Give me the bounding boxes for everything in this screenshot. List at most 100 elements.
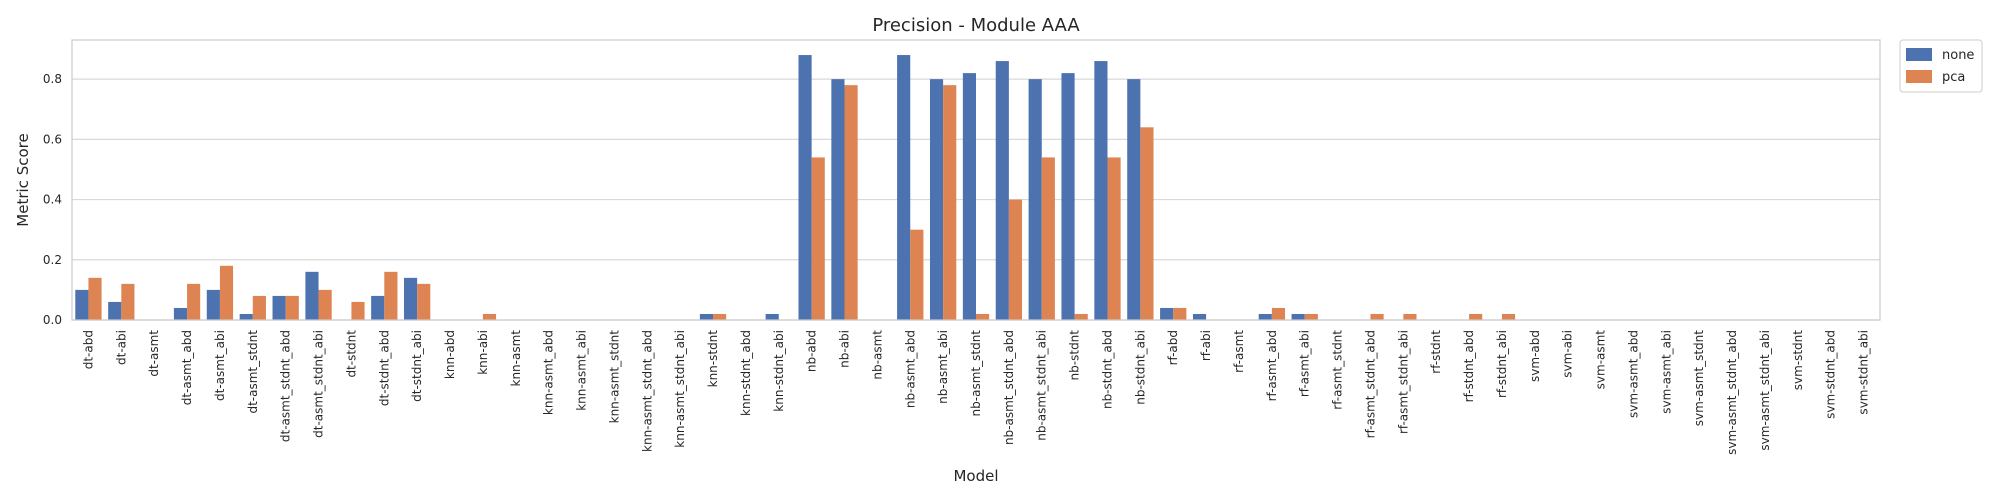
bar-none xyxy=(1061,73,1075,320)
y-axis-title: Metric Score xyxy=(14,133,32,226)
bar-pca xyxy=(384,271,398,320)
bar-pca xyxy=(1107,157,1121,320)
bar-pca xyxy=(976,313,990,320)
x-tick-label: rf-abd xyxy=(1166,330,1180,365)
x-tick-label: nb-asmt_stdnt_abi xyxy=(1035,330,1049,441)
y-tick-label: 0.6 xyxy=(43,132,62,146)
x-tick-label: dt-asmt_stdnt_abi xyxy=(312,330,326,438)
x-tick-label: dt-stdnt_abd xyxy=(377,330,391,406)
bar-pca xyxy=(219,265,234,320)
x-tick-label: svm-asmt_stdnt_abd xyxy=(1725,330,1739,455)
bar-none xyxy=(239,313,253,320)
x-tick-label: svm-asmt_stdnt_abi xyxy=(1758,330,1772,451)
x-tick-label: knn-stdnt_abi xyxy=(772,330,786,412)
bar-none xyxy=(798,55,812,320)
x-tick-label: rf-asmt_stdnt_abi xyxy=(1396,330,1410,434)
x-tick-label: svm-stdnt_abi xyxy=(1857,330,1871,415)
x-tick-label: knn-asmt_stdnt_abi xyxy=(673,330,687,448)
x-tick-label: nb-stdnt_abd xyxy=(1100,330,1114,409)
bar-pca xyxy=(1041,157,1055,320)
bar-none xyxy=(1094,61,1108,321)
x-tick-label: knn-stdnt xyxy=(706,330,720,388)
x-tick-label: nb-asmt_abi xyxy=(936,330,950,404)
y-tick-label: 0.4 xyxy=(43,193,62,207)
bar-pca xyxy=(1008,199,1023,320)
bar-none xyxy=(962,73,976,320)
bar-pca xyxy=(811,157,825,320)
bar-none xyxy=(305,271,319,320)
x-tick-label: dt-abd xyxy=(81,330,95,369)
bar-none xyxy=(765,313,779,320)
x-tick-label: nb-asmt_stdnt xyxy=(969,330,983,417)
bar-pca xyxy=(844,85,858,321)
y-tick-labels: 0.0 0.2 0.4 0.6 0.8 xyxy=(43,72,62,327)
legend-label-none: none xyxy=(1942,48,1974,63)
x-tick-label: nb-asmt_abd xyxy=(903,330,917,408)
plot-frame xyxy=(71,39,1881,321)
x-tick-label: knn-asmt_abi xyxy=(575,330,589,411)
x-tick-label: knn-abd xyxy=(443,330,457,379)
bar-none xyxy=(929,79,944,320)
bar-none xyxy=(1127,79,1141,320)
x-tick-label: rf-stdnt_abd xyxy=(1462,330,1476,402)
bar-pca xyxy=(910,229,924,320)
bar-pca xyxy=(351,301,365,320)
bar-pca xyxy=(88,277,102,320)
x-tick-label: rf-asmt_abd xyxy=(1265,330,1279,401)
x-tick-label: dt-asmt xyxy=(147,330,161,377)
x-tick-label: svm-asmt xyxy=(1594,330,1608,390)
x-tick-label: rf-asmt xyxy=(1232,330,1246,373)
bar-none xyxy=(831,79,845,320)
x-tick-label: svm-asmt_abi xyxy=(1659,330,1673,414)
x-tick-label: svm-abi xyxy=(1561,330,1575,378)
bar-pca xyxy=(187,283,201,320)
x-tick-label: nb-asmt_stdnt_abd xyxy=(1002,330,1016,445)
bar-none xyxy=(1192,313,1207,320)
x-tick-label: nb-abi xyxy=(838,330,852,368)
x-tick-label: rf-stdnt xyxy=(1429,330,1443,374)
bar-none xyxy=(699,313,714,320)
bar-none xyxy=(272,295,286,320)
x-tick-label: dt-asmt_stdnt xyxy=(246,330,260,414)
x-tick-label: rf-asmt_stdnt xyxy=(1331,330,1345,410)
x-tick-label: dt-asmt_stdnt_abd xyxy=(279,330,293,442)
legend-label-pca: pca xyxy=(1942,70,1965,85)
bar-pca xyxy=(285,295,299,320)
legend-swatch-pca xyxy=(1906,70,1932,83)
x-tick-label: dt-asmt_abd xyxy=(180,330,194,405)
x-tick-labels: dt-abd dt-abi dt-asmt dt-asmt_abd dt-asmt_ab… xyxy=(81,330,1870,455)
bar-none xyxy=(1028,79,1042,320)
bar-none xyxy=(404,277,418,320)
x-tick-label: nb-stdnt xyxy=(1068,330,1082,381)
y-tick-label: 0.0 xyxy=(43,313,62,327)
bar-pca xyxy=(121,283,135,320)
x-axis-title: Model xyxy=(953,467,998,485)
x-tick-label: svm-asmt_stdnt xyxy=(1692,330,1706,427)
x-tick-label: svm-asmt_abd xyxy=(1626,330,1640,418)
bar-pca xyxy=(943,85,957,321)
x-tick-label: knn-asmt_stdnt xyxy=(607,330,621,424)
x-tick-label: nb-stdnt_abi xyxy=(1133,330,1147,405)
bar-none xyxy=(897,55,911,320)
x-tick-label: knn-asmt xyxy=(509,330,523,387)
bar-none xyxy=(1258,313,1272,320)
legend: none pca xyxy=(1899,39,1983,93)
bar-none xyxy=(371,295,385,320)
bar-pca xyxy=(1370,313,1384,320)
bar-pca xyxy=(1501,313,1516,320)
bar-none xyxy=(206,289,220,320)
bar-pca xyxy=(417,283,431,320)
x-tick-label: dt-stdnt xyxy=(344,330,358,378)
x-tick-label: dt-asmt_abi xyxy=(213,330,227,401)
x-tick-label: nb-abd xyxy=(805,330,819,372)
bar-none xyxy=(173,307,188,320)
bar-pca xyxy=(713,313,727,320)
bar-none xyxy=(75,289,89,320)
y-tick-label: 0.8 xyxy=(43,72,62,86)
x-tick-label: svm-stdnt xyxy=(1791,330,1805,391)
bar-pca xyxy=(1403,313,1417,320)
chart-title: Precision - Module AAA xyxy=(872,15,1080,36)
bar-pca xyxy=(1173,307,1187,320)
x-tick-label: knn-asmt_abd xyxy=(542,330,556,415)
